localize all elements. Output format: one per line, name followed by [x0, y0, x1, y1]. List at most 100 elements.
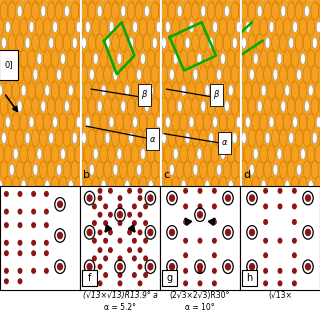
Circle shape [260, 113, 268, 131]
Circle shape [9, 69, 14, 80]
Circle shape [112, 193, 119, 210]
Circle shape [148, 180, 153, 191]
Circle shape [0, 0, 3, 1]
Circle shape [199, 66, 207, 84]
Circle shape [118, 196, 122, 200]
Circle shape [156, 116, 161, 128]
Circle shape [87, 229, 92, 236]
Circle shape [131, 177, 139, 195]
Circle shape [36, 0, 43, 4]
Circle shape [281, 5, 286, 17]
Circle shape [168, 34, 176, 52]
Circle shape [55, 34, 63, 52]
Circle shape [8, 34, 16, 52]
Circle shape [199, 129, 207, 147]
Circle shape [67, 145, 75, 163]
Circle shape [188, 82, 195, 100]
Circle shape [41, 5, 46, 17]
Circle shape [163, 18, 171, 36]
Circle shape [45, 251, 48, 255]
Text: $\beta$: $\beta$ [141, 88, 148, 101]
Circle shape [72, 129, 80, 147]
Circle shape [97, 5, 102, 17]
Circle shape [228, 0, 236, 4]
Circle shape [36, 177, 43, 195]
Circle shape [36, 82, 43, 100]
Circle shape [76, 21, 81, 33]
Circle shape [152, 129, 160, 147]
Circle shape [243, 177, 251, 195]
Circle shape [155, 177, 163, 195]
Circle shape [244, 82, 252, 100]
Circle shape [219, 177, 227, 195]
Circle shape [265, 132, 270, 144]
Circle shape [319, 97, 320, 115]
Circle shape [155, 50, 163, 68]
Circle shape [236, 113, 244, 131]
Circle shape [67, 113, 75, 131]
Circle shape [80, 97, 88, 115]
Circle shape [45, 223, 48, 228]
Circle shape [252, 18, 260, 36]
Circle shape [118, 221, 122, 225]
Circle shape [129, 37, 133, 48]
Circle shape [124, 50, 131, 68]
Circle shape [249, 164, 254, 175]
Circle shape [264, 268, 268, 273]
Circle shape [72, 66, 80, 84]
Circle shape [227, 50, 235, 68]
Circle shape [29, 21, 34, 33]
Circle shape [217, 69, 221, 80]
Circle shape [272, 34, 279, 52]
Circle shape [257, 5, 262, 17]
Circle shape [278, 238, 282, 243]
Circle shape [240, 2, 248, 20]
Circle shape [2, 37, 6, 48]
Circle shape [287, 193, 295, 210]
Circle shape [29, 116, 34, 128]
Circle shape [220, 53, 225, 64]
Circle shape [196, 18, 203, 36]
Circle shape [228, 180, 233, 191]
Circle shape [192, 129, 199, 147]
Circle shape [269, 116, 274, 128]
Circle shape [100, 145, 108, 163]
Circle shape [36, 113, 43, 131]
Circle shape [244, 50, 252, 68]
Circle shape [92, 18, 100, 36]
Circle shape [151, 66, 159, 84]
Circle shape [17, 5, 22, 17]
Circle shape [159, 193, 166, 210]
Circle shape [148, 18, 156, 36]
Circle shape [118, 264, 123, 270]
Text: b: b [83, 170, 90, 180]
Circle shape [68, 180, 73, 191]
Circle shape [108, 82, 115, 100]
Circle shape [225, 101, 229, 112]
Circle shape [160, 161, 168, 179]
Circle shape [121, 5, 126, 17]
Circle shape [121, 196, 126, 207]
Circle shape [228, 177, 236, 195]
Circle shape [28, 0, 35, 4]
Circle shape [217, 164, 221, 175]
Circle shape [104, 256, 108, 261]
Text: (√13×√13)R13.9° a: (√13×√13)R13.9° a [83, 291, 157, 300]
Circle shape [44, 18, 51, 36]
Circle shape [28, 50, 35, 68]
Circle shape [118, 256, 122, 261]
Circle shape [223, 129, 231, 147]
Circle shape [138, 264, 142, 269]
Circle shape [181, 85, 186, 96]
Circle shape [272, 2, 279, 20]
Circle shape [112, 129, 119, 147]
Circle shape [151, 2, 159, 20]
Circle shape [213, 204, 216, 209]
Circle shape [307, 18, 315, 36]
Circle shape [292, 204, 296, 209]
Circle shape [264, 204, 268, 209]
Circle shape [184, 220, 188, 224]
Circle shape [131, 50, 139, 68]
Circle shape [93, 53, 98, 64]
Circle shape [89, 164, 94, 175]
